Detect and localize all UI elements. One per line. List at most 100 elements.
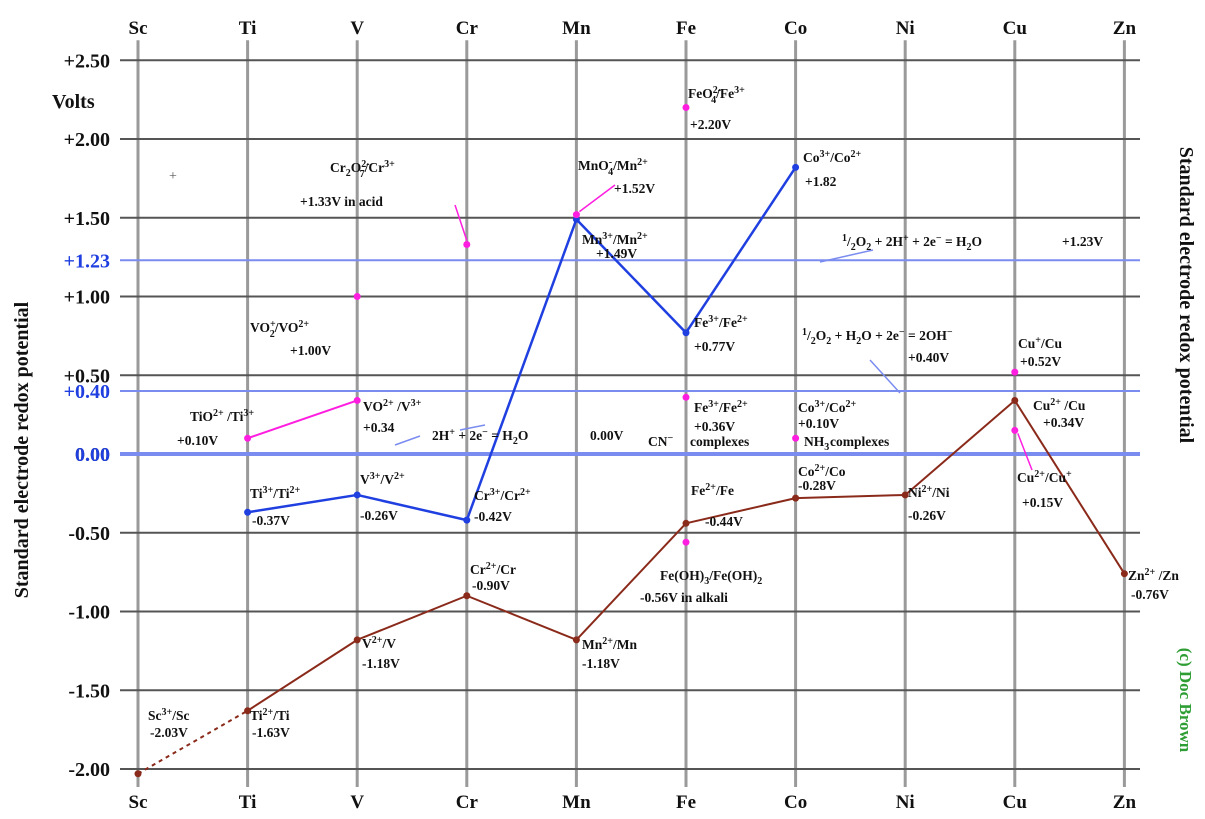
label-sc3-sc-value: -2.03V [150,725,188,740]
label-co2-co: Co2+/Co [798,463,846,479]
axis-text: +2.50 +2.00 +1.50 +1.00 +0.50 0.00 -0.50 -1.00 -… [64,18,1137,813]
y-tick-label: -1.00 [68,602,110,624]
label-fe3-fe2-value: +0.77V [694,339,735,354]
label-tio-ti3-value: +0.10V [177,433,218,448]
y-axis-title-right: Standard electrode redox potential [1175,147,1197,444]
point-blue [463,516,471,524]
point-brown [244,707,252,715]
label-vo-v3-value: +0.34 [363,420,395,435]
series-magenta-segment [247,399,358,440]
label-v2-v-value: -1.18V [362,656,400,671]
point-brown [463,592,471,600]
y-tick-label: -2.00 [68,759,110,781]
label-cr2-cr: Cr2+/Cr [470,561,516,577]
series-blue-segment [356,493,468,522]
point-brown [792,494,800,502]
label-cr3-cr2: Cr3+/Cr2+ [474,487,531,503]
label-v3-v2-value: -0.26V [360,508,398,523]
points-layer [134,104,1128,778]
label-co2-co-value: -0.28V [798,478,836,493]
series-brown-segment [575,522,687,641]
label-v3-v2: V3+/V2+ [360,471,405,487]
series-blue-segment [247,493,358,514]
y-ref-label: +1.23 [64,250,110,272]
point-isolated [792,434,800,442]
point-brown [1120,570,1128,578]
leader-line [1017,433,1033,471]
reference-lines [120,259,1140,456]
x-tick-label-top: Cu [1003,18,1028,39]
x-tick-label-bottom: Cr [456,792,479,813]
label-co-nh3: Co3+/Co2+ [798,399,856,415]
label-hydrogen-value: 0.00V [590,428,624,443]
volts-label: Volts [52,91,95,113]
label-o2-alkali: 1/2O2 + H2O + 2e− = 2OH− [802,327,953,347]
leader-line [454,204,468,241]
label-fe3-fe2: Fe3+/Fe2+ [694,314,748,330]
label-o2-alkali-value: +0.40V [908,350,949,365]
x-tick-label-top: Zn [1113,18,1137,39]
point-brown [572,636,580,644]
label-cuplus-cu: Cu+/Cu [1018,335,1062,351]
label-mno4-mn2-value: +1.52V [614,181,655,196]
x-tick-label-bottom: Mn [562,792,591,813]
label-cu2-cu-value: +0.34V [1043,415,1084,430]
label-co3-co2-value: +1.82 [805,174,837,189]
label-o2-acid: 1/2O2 + 2H+ + 2e− = H2O [842,233,982,253]
x-tick-label-bottom: Zn [1113,792,1137,813]
label-fe-cn-value: +0.36V [694,419,735,434]
stray-mark: + [169,169,177,184]
label-feo4-fe3-value: +2.20V [690,117,731,132]
label-feo4-fe3: FeO2-4/Fe3+ [688,85,745,106]
x-tick-label-bottom: Fe [676,792,696,813]
y-tick-label: +1.00 [64,287,110,309]
point-isolated [1011,368,1019,376]
label-cr2-cr-value: -0.90V [472,578,510,593]
point-isolated [682,393,690,401]
point-isolated [353,293,361,300]
label-mn2-mn-value: -1.18V [582,656,620,671]
y-ref-label: +0.40 [64,381,110,403]
point-blue [682,329,690,337]
label-mn2-mn: Mn2+/Mn [582,636,637,652]
label-cr2o7-cr3: Cr2O2-7/Cr3+ [330,159,395,180]
series-brown-segment [904,399,1016,496]
label-v2-v: V2+/V [362,635,396,651]
x-tick-label-bottom: V [350,792,364,813]
y-ref-label-zero: 0.00 [75,444,110,466]
label-zn2-zn: Zn2+ /Zn [1128,567,1179,583]
label-zn2-zn-value: -0.76V [1131,587,1169,602]
x-tick-label-top: Ni [896,18,915,39]
y-tick-label: 0.00 [75,444,110,466]
series-blue-segment [575,218,687,334]
series-blue-segment [465,218,578,521]
label-vo2-vo: VO+ 2/VO2+ [250,319,309,340]
label-co-nh3-value: +0.10V [798,416,839,431]
x-tick-label-top: Co [784,18,807,39]
label-fe-cn: Fe3+/Fe2+ [694,399,748,415]
series-brown-segment [1013,399,1126,575]
point-isolated [682,104,690,111]
point-brown [134,770,142,778]
x-tick-label-top: Cr [456,18,479,39]
point-brown [1011,396,1019,404]
label-fe2-fe-value: -0.44V [705,514,743,529]
label-mn3-mn2-value: +1.49V [596,246,637,261]
label-vo-v3: VO2+ /V3+ [363,398,422,414]
y-tick-label: -1.50 [68,680,110,702]
label-ni2-ni: Ni2+/Ni [908,484,950,500]
x-tick-label-top: Sc [129,18,148,39]
x-tick-label-bottom: Co [784,792,807,813]
label-vo2-vo-value: +1.00V [290,343,331,358]
leader-line [819,249,874,263]
label-ti3-ti2-value: -0.37V [252,513,290,528]
y-tick-label: -0.50 [68,523,110,545]
point-blue [792,163,800,171]
label-o2-acid-value: +1.23V [1062,234,1103,249]
leader-line [394,435,421,446]
grid-layer [120,40,1140,787]
series-brown-segment [685,497,796,525]
label-cr2o7-cr3-value: +1.33V in acid [300,194,383,209]
label-co-nh3-ligand: NH3 [804,434,829,453]
